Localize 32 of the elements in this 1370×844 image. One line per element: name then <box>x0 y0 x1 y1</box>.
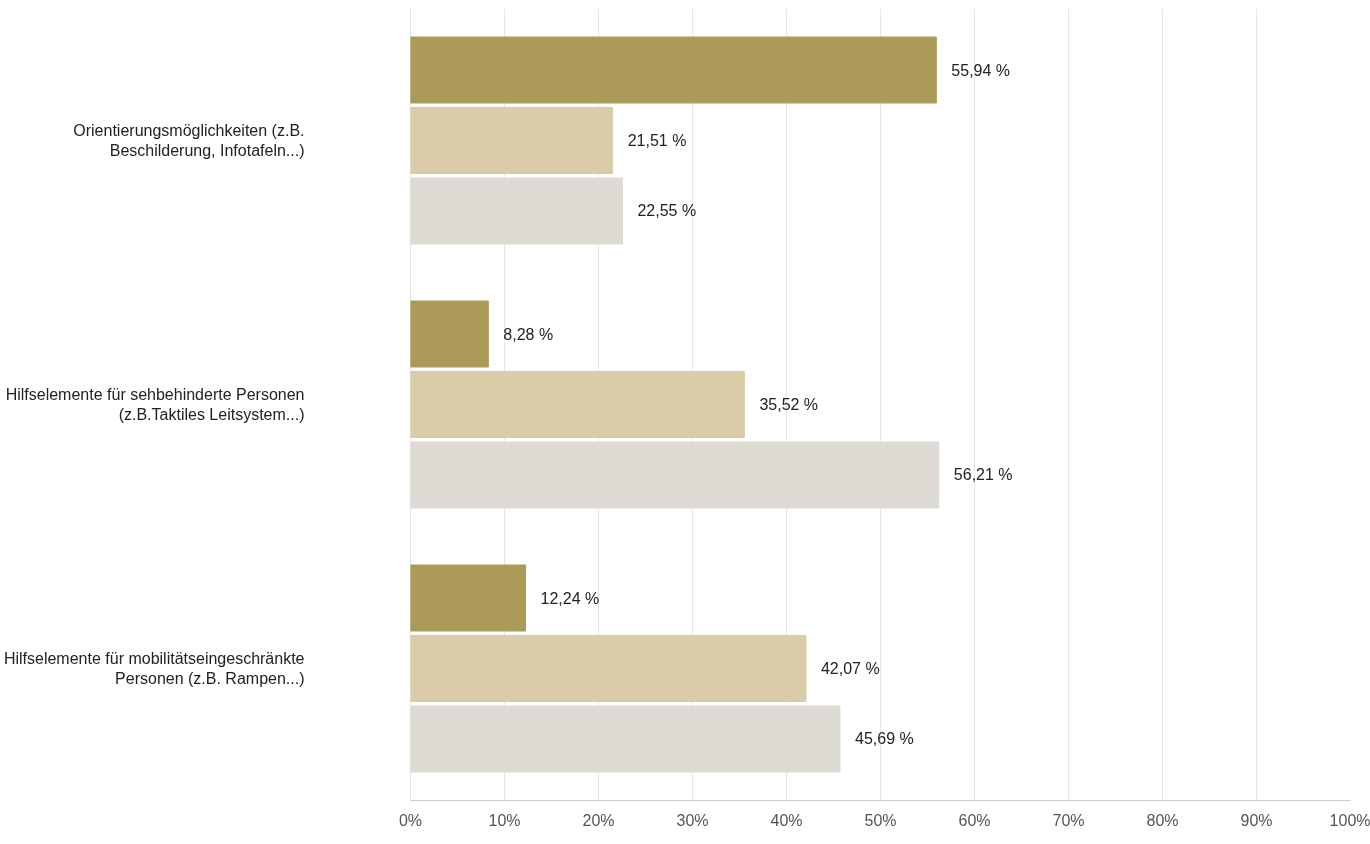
x-tick-label: 50% <box>864 811 897 829</box>
data-label: 45,69 % <box>854 730 914 748</box>
y-tick-label: Orientierungsmöglichkeiten (z.B. Beschilderung, Infotafeln...) <box>73 121 305 160</box>
bar <box>410 300 489 368</box>
x-tick-label: 100% <box>1329 811 1370 829</box>
x-tick-label: 30% <box>676 811 709 829</box>
bar <box>410 107 614 174</box>
bar <box>410 635 807 702</box>
data-label: 55,94 % <box>951 61 1011 79</box>
data-label: 35,52 % <box>759 396 819 413</box>
x-tick-label: 80% <box>1146 811 1179 829</box>
bar <box>410 705 841 773</box>
x-tick-label: 20% <box>582 811 615 829</box>
y-tick-label: Hilfselemente für sehbehinderte Personen (z.B.Taktiles Leitsystem...) <box>5 385 305 424</box>
data-label: 42,07 % <box>820 660 880 677</box>
bar <box>410 371 745 438</box>
x-tick-label: 60% <box>958 811 991 829</box>
x-tick-label: 70% <box>1052 811 1085 829</box>
data-label: 22,55 % <box>637 202 697 220</box>
data-label: 8,28 % <box>503 325 554 343</box>
x-tick-label: 10% <box>488 811 521 829</box>
bar <box>410 441 940 509</box>
bar <box>410 177 623 245</box>
data-label: 56,21 % <box>953 466 1013 484</box>
data-label: 12,24 % <box>540 589 600 607</box>
data-label: 21,51 % <box>627 132 687 149</box>
y-tick-label: Hilfselemente für mobilitätseingeschränkte Personen (z.B. Rampen...) <box>3 649 305 688</box>
x-tick-label: 90% <box>1240 811 1273 829</box>
bar <box>410 564 527 632</box>
x-tick-label: 40% <box>770 811 803 829</box>
x-tick-label: 0% <box>398 811 423 829</box>
bar <box>410 36 937 104</box>
